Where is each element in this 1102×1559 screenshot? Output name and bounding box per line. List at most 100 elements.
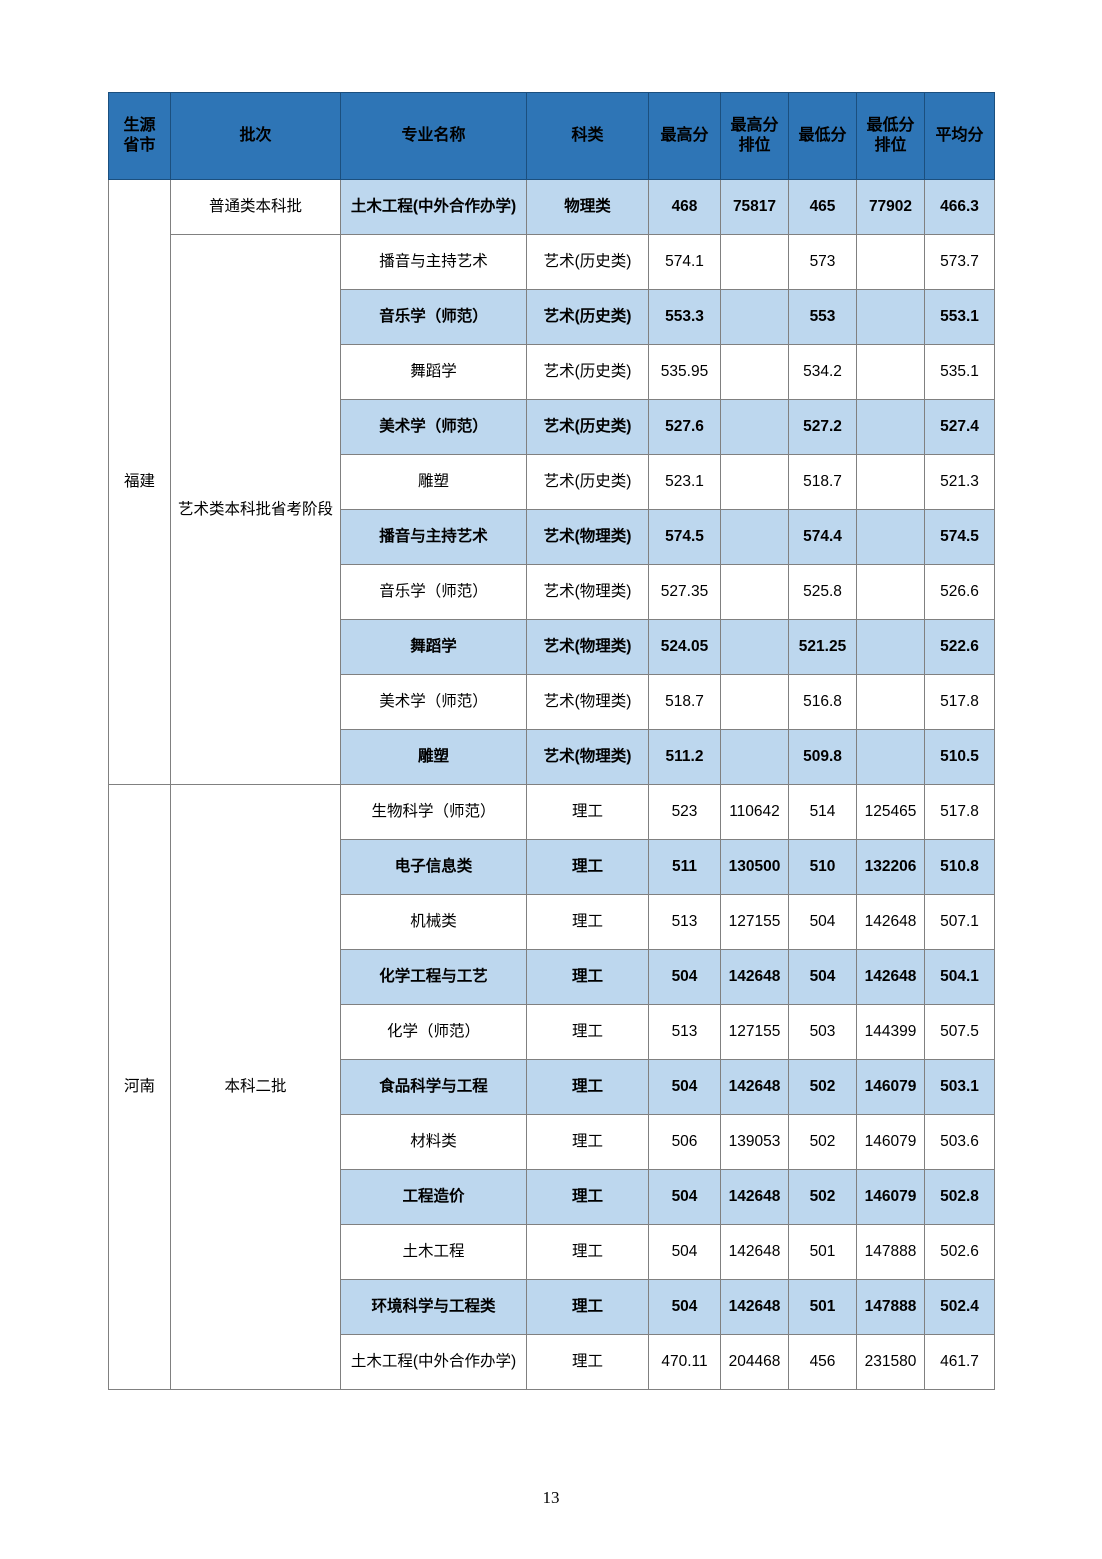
cell-highest-rank — [720, 674, 789, 730]
cell-lowest-score: 503 — [788, 1004, 857, 1060]
cell-highest-score: 523.1 — [648, 454, 721, 510]
cell-highest-score: 523 — [648, 784, 721, 840]
page-number: 13 — [542, 1488, 560, 1507]
cell-lowest-rank — [856, 619, 925, 675]
cell-major: 材料类 — [340, 1114, 527, 1170]
cell-lowest-score: 504 — [788, 894, 857, 950]
column-header-major: 专业名称 — [340, 92, 527, 180]
cell-category: 艺术(历史类) — [526, 234, 649, 290]
column-header-average-score: 平均分 — [924, 92, 995, 180]
cell-category: 艺术(物理类) — [526, 729, 649, 785]
cell-average-score: 502.8 — [924, 1169, 995, 1225]
table-row: 土木工程(中外合作办学) 理工 470.11 204468 456 231580 461.7 — [109, 1334, 995, 1390]
cell-highest-rank — [720, 729, 789, 785]
cell-highest-score: 574.5 — [648, 509, 721, 565]
table-row: 音乐学（师范） 艺术(物理类) 527.35 525.8 526.6 — [109, 564, 995, 620]
cell-lowest-score: 553 — [788, 289, 857, 345]
cell-major: 生物科学（师范） — [340, 784, 527, 840]
cell-lowest-rank: 146079 — [856, 1059, 925, 1115]
cell-lowest-score: 534.2 — [788, 344, 857, 400]
cell-highest-score: 511.2 — [648, 729, 721, 785]
column-header-highest-rank: 最高分 排位 — [720, 92, 789, 180]
cell-average-score: 573.7 — [924, 234, 995, 290]
cell-highest-score: 518.7 — [648, 674, 721, 730]
cell-highest-rank: 142648 — [720, 1169, 789, 1225]
cell-highest-score: 524.05 — [648, 619, 721, 675]
cell-highest-score: 470.11 — [648, 1334, 721, 1390]
cell-lowest-score: 501 — [788, 1224, 857, 1280]
cell-lowest-rank — [856, 289, 925, 345]
cell-lowest-rank: 132206 — [856, 839, 925, 895]
cell-category: 艺术(物理类) — [526, 619, 649, 675]
cell-major: 工程造价 — [340, 1169, 527, 1225]
cell-lowest-score: 525.8 — [788, 564, 857, 620]
cell-highest-rank: 110642 — [720, 784, 789, 840]
cell-highest-rank: 142648 — [720, 1059, 789, 1115]
cell-highest-score: 527.35 — [648, 564, 721, 620]
cell-category: 理工 — [526, 1114, 649, 1170]
cell-major: 美术学（师范） — [340, 399, 527, 455]
cell-lowest-rank — [856, 399, 925, 455]
cell-category: 艺术(历史类) — [526, 289, 649, 345]
cell-average-score: 502.4 — [924, 1279, 995, 1335]
cell-category: 理工 — [526, 1334, 649, 1390]
table-header: 生源 省市 批次 专业名称 科类 最高分 最高分 排位 最低分 最低分 排位 — [108, 92, 995, 180]
cell-category: 理工 — [526, 1279, 649, 1335]
cell-highest-score: 511 — [648, 839, 721, 895]
cell-lowest-score: 465 — [788, 179, 857, 235]
cell-highest-rank: 130500 — [720, 839, 789, 895]
cell-average-score: 522.6 — [924, 619, 995, 675]
cell-highest-rank — [720, 454, 789, 510]
cell-highest-rank: 127155 — [720, 894, 789, 950]
cell-highest-score: 527.6 — [648, 399, 721, 455]
admission-score-table-wrapper: 生源 省市 批次 专业名称 科类 最高分 最高分 排位 最低分 最低分 排位 — [108, 92, 995, 1390]
table-row: 河南 本科二批 生物科学（师范） 理工 523 110642 514 125465 517.8 — [108, 784, 995, 1390]
cell-major: 美术学（师范） — [340, 674, 527, 730]
cell-batch: 艺术类本科批省考阶段 — [170, 234, 341, 785]
cell-average-score: 502.6 — [924, 1224, 995, 1280]
cell-highest-score: 513 — [648, 1004, 721, 1060]
cell-lowest-rank: 147888 — [856, 1224, 925, 1280]
cell-highest-score: 506 — [648, 1114, 721, 1170]
cell-category: 理工 — [526, 784, 649, 840]
cell-lowest-rank: 144399 — [856, 1004, 925, 1060]
cell-highest-rank — [720, 509, 789, 565]
column-header-category: 科类 — [526, 92, 649, 180]
cell-major: 雕塑 — [340, 454, 527, 510]
cell-lowest-score: 509.8 — [788, 729, 857, 785]
cell-major: 电子信息类 — [340, 839, 527, 895]
cell-category: 理工 — [526, 1169, 649, 1225]
column-header-province-line1: 生源 — [123, 117, 156, 134]
column-header-lowest-rank-line2: 排位 — [874, 137, 907, 154]
cell-highest-rank — [720, 344, 789, 400]
cell-highest-rank: 75817 — [720, 179, 789, 235]
cell-highest-rank — [720, 399, 789, 455]
cell-average-score: 507.1 — [924, 894, 995, 950]
cell-highest-score: 504 — [648, 1059, 721, 1115]
cell-average-score: 527.4 — [924, 399, 995, 455]
cell-highest-rank: 142648 — [720, 1224, 789, 1280]
table-row: 舞蹈学 艺术(历史类) 535.95 534.2 535.1 — [109, 344, 995, 400]
cell-major: 音乐学（师范） — [340, 564, 527, 620]
cell-average-score: 510.8 — [924, 839, 995, 895]
cell-category: 理工 — [526, 839, 649, 895]
column-header-lowest-rank-line1: 最低分 — [866, 117, 915, 134]
cell-lowest-score: 574.4 — [788, 509, 857, 565]
cell-major: 播音与主持艺术 — [340, 509, 527, 565]
column-header-batch: 批次 — [170, 92, 341, 180]
cell-lowest-score: 573 — [788, 234, 857, 290]
table-row: 福建 普通类本科批 土木工程(中外合作办学) 物理类 468 75817 465 77902 4… — [108, 179, 995, 785]
cell-category: 理工 — [526, 1004, 649, 1060]
table-row: 材料类 理工 506 139053 502 146079 503.6 — [109, 1114, 995, 1170]
cell-lowest-score: 518.7 — [788, 454, 857, 510]
cell-highest-score: 504 — [648, 1224, 721, 1280]
cell-category: 艺术(历史类) — [526, 399, 649, 455]
cell-highest-rank: 127155 — [720, 1004, 789, 1060]
table-row: 播音与主持艺术 艺术(物理类) 574.5 574.4 574.5 — [109, 509, 995, 565]
cell-average-score: 553.1 — [924, 289, 995, 345]
cell-province: 河南 — [108, 784, 171, 1390]
cell-major: 雕塑 — [340, 729, 527, 785]
cell-major: 土木工程(中外合作办学) — [340, 1334, 527, 1390]
table-row: 食品科学与工程 理工 504 142648 502 146079 503.1 — [109, 1059, 995, 1115]
